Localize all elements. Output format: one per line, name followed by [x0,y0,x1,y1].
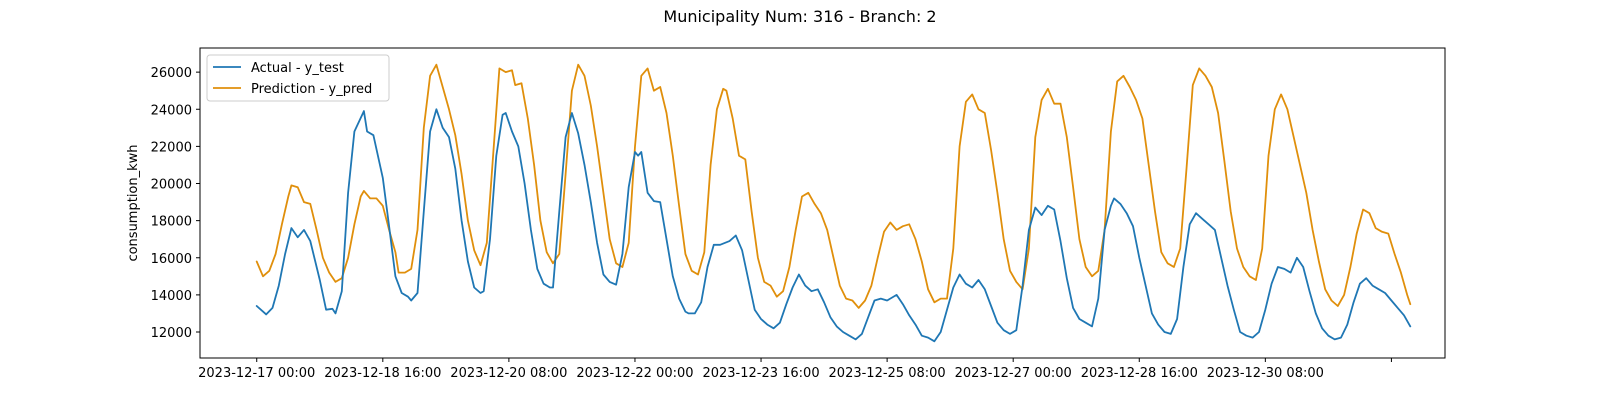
series-line-actual [255,108,1412,343]
x-tick-label: 2023-12-18 16:00 [324,366,441,381]
y-tick-label: 22000 [151,140,192,155]
chart-title: Municipality Num: 316 - Branch: 2 [663,7,936,26]
legend-label-prediction: Prediction - y_pred [251,82,372,97]
x-tick-label: 2023-12-30 08:00 [1207,366,1324,381]
y-tick-label: 12000 [151,326,192,341]
x-tick-label: 2023-12-20 08:00 [450,366,567,381]
x-tick-label: 2023-12-22 00:00 [576,366,693,381]
plot-frame [199,47,1446,359]
y-tick-label: 26000 [151,66,192,81]
y-axis-label: consumption_kwh [126,144,141,261]
x-tick-label: 2023-12-17 00:00 [198,366,315,381]
y-axis: 12000 14000 16000 18000 20000 22000 24000 26000 [151,66,200,341]
x-tick-label: 2023-12-25 08:00 [829,366,946,381]
y-tick-label: 24000 [151,103,192,118]
x-axis: 2023-12-17 00:00 2023-12-18 16:00 2023-12-… [198,358,1392,381]
series-layer [255,63,1412,343]
series-line-prediction [255,63,1412,309]
x-tick-label: 2023-12-23 16:00 [702,366,819,381]
plot-area [199,47,1446,359]
legend-label-actual: Actual - y_test [251,61,344,76]
y-tick-label: 16000 [151,252,192,267]
legend-box [206,54,390,102]
legend: Actual - y_test Prediction - y_pred [206,54,390,102]
x-tick-label: 2023-12-27 00:00 [955,366,1072,381]
y-tick-label: 20000 [151,178,192,193]
y-tick-label: 18000 [151,215,192,230]
x-tick-label: 2023-12-28 16:00 [1081,366,1198,381]
y-tick-label: 14000 [151,289,192,304]
